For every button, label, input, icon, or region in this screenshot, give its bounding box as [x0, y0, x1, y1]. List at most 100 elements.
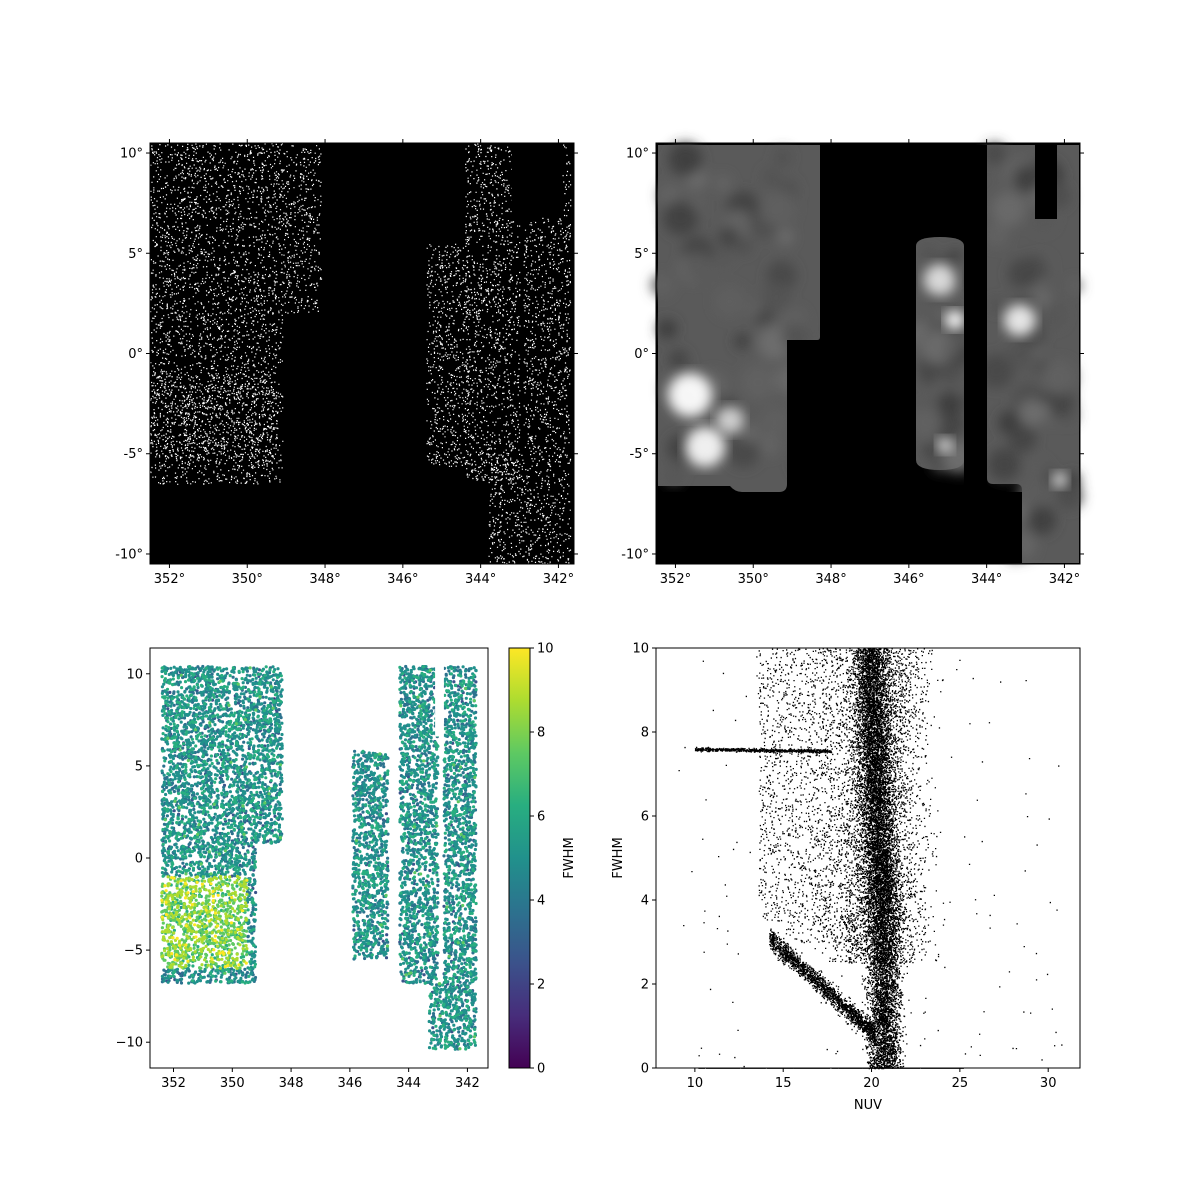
panel-bottom-right-frame	[655, 647, 1081, 1069]
map-texture-blob	[943, 341, 961, 359]
map-texture-blob	[657, 318, 678, 339]
x-tick-label: 350	[220, 1076, 245, 1091]
map-texture-blob	[1018, 400, 1045, 426]
map-texture-blob	[760, 190, 796, 227]
y-tick-label: 5	[135, 759, 143, 774]
map-bright-spot	[685, 427, 725, 467]
y-tick-label: −5	[124, 944, 143, 959]
map-texture-blob	[766, 260, 797, 291]
map-texture-blob	[734, 333, 751, 350]
map-texture-blob	[777, 229, 794, 245]
map-texture-blob	[1008, 424, 1037, 453]
map-bright-spot	[924, 264, 956, 296]
map-texture-blob	[1056, 483, 1083, 510]
x-tick-label: 342°	[1049, 572, 1080, 587]
colorbar-tick-label: 2	[537, 978, 545, 993]
x-tick-label: 15	[775, 1076, 792, 1091]
y-tick-label: 6	[641, 810, 649, 825]
map-texture-blob	[747, 301, 762, 316]
map-texture-blob	[923, 443, 938, 458]
map-bright-spot	[716, 406, 744, 434]
map-bright-spot	[945, 310, 965, 330]
panel-top-right: 352° 350° 348° 346° 344° 342° 10° 5° 0° -5° -10°	[621, 139, 1084, 587]
x-tick-label: 350°	[232, 572, 263, 587]
map-texture-blob	[1027, 505, 1056, 535]
y-tick-label: 5°	[634, 247, 649, 262]
colorbar-axes: 0 2 4 6 8 10	[530, 642, 554, 1077]
map-texture-blob	[985, 224, 1008, 247]
map-texture-blob	[663, 200, 699, 236]
map-texture-blob	[1018, 476, 1049, 508]
map-texture-blob	[979, 354, 1014, 389]
panel-top-left-points	[150, 143, 572, 565]
panel-bottom-right-axes: 10 15 20 25 30 0 2 4 6 8 10	[632, 642, 1056, 1092]
panel-top-right-map	[651, 142, 1083, 563]
y-tick-label: -5°	[630, 447, 649, 462]
map-texture-blob	[940, 365, 961, 386]
map-texture-blob	[991, 191, 1026, 227]
map-texture-blob	[1064, 471, 1081, 488]
map-texture-blob	[937, 390, 962, 415]
y-tick-label: 5°	[128, 247, 143, 262]
map-texture-blob	[714, 285, 746, 318]
y-tick-label: −10	[116, 1036, 143, 1051]
x-tick-label: 348°	[815, 572, 846, 587]
map-texture-blob	[762, 168, 781, 187]
x-tick-label: 342°	[543, 572, 574, 587]
map-texture-blob	[760, 407, 789, 436]
map-texture-blob	[714, 175, 731, 192]
map-texture-blob	[1040, 302, 1067, 329]
x-tick-label: 344	[396, 1076, 421, 1091]
colorbar-label: FWHM	[562, 837, 577, 878]
x-tick-label: 20	[863, 1076, 880, 1091]
map-texture-blob	[990, 298, 1005, 313]
fwhm-nuv-points	[678, 648, 1063, 1070]
colorbar-tick-label: 8	[537, 726, 545, 741]
x-tick-label: 10	[687, 1076, 704, 1091]
colorbar-tick-label: 4	[537, 894, 545, 909]
y-tick-label: 0	[135, 852, 143, 867]
y-tick-label: -10°	[621, 547, 649, 562]
panel-top-left: 352° 350° 348° 346° 344° 342° 10° 5° 0° -5° -10°	[115, 139, 578, 587]
panel-bottom-left-axes: 352 350 348 346 344 342 10 5 0 −5 −10	[116, 667, 480, 1091]
map-texture-blob	[683, 252, 712, 281]
x-tick-label: 348°	[309, 572, 340, 587]
y-axis-label: FWHM	[611, 837, 626, 878]
x-axis-label: NUV	[854, 1098, 882, 1113]
map-texture-blob	[908, 406, 942, 440]
map-bright-spot	[668, 373, 712, 417]
panel-bottom-left: 352 350 348 346 344 342 10 5 0 −5 −10 0 2 4 6 8 10 FWHM	[116, 642, 577, 1092]
map-bright-spot	[1052, 472, 1068, 488]
map-texture-blob	[651, 274, 674, 296]
y-tick-label: 10	[632, 642, 649, 657]
y-tick-label: -10°	[115, 547, 143, 562]
y-tick-label: 10	[126, 667, 143, 682]
map-texture-blob	[714, 394, 728, 408]
map-gap	[964, 145, 987, 563]
map-texture-blob	[921, 247, 935, 261]
map-texture-blob	[1041, 359, 1077, 395]
map-texture-blob	[1012, 165, 1041, 194]
map-texture-blob	[1037, 403, 1051, 417]
x-tick-label: 350°	[738, 572, 769, 587]
map-texture-blob	[1005, 341, 1034, 370]
y-tick-label: 2	[641, 978, 649, 993]
y-tick-label: -5°	[124, 447, 143, 462]
x-tick-label: 30	[1040, 1076, 1057, 1091]
x-tick-label: 346	[337, 1076, 362, 1091]
map-texture-blob	[774, 148, 792, 166]
map-texture-blob	[983, 142, 1006, 165]
map-gap	[1035, 145, 1057, 219]
map-texture-blob	[673, 353, 690, 370]
x-tick-label: 348	[279, 1076, 304, 1091]
colorbar	[508, 647, 531, 1069]
x-tick-label: 352°	[154, 572, 185, 587]
map-texture-blob	[758, 434, 781, 456]
y-tick-label: 10°	[120, 147, 143, 162]
x-tick-label: 25	[952, 1076, 969, 1091]
panel-bottom-right: 10 15 20 25 30 0 2 4 6 8 10 NUV FWHM	[611, 642, 1081, 1113]
y-tick-label: 0°	[128, 347, 143, 362]
panel-top-left-axes: 352° 350° 348° 346° 344° 342° 10° 5° 0° -5° -10°	[115, 139, 578, 587]
colorbar-tick-label: 0	[537, 1062, 545, 1077]
